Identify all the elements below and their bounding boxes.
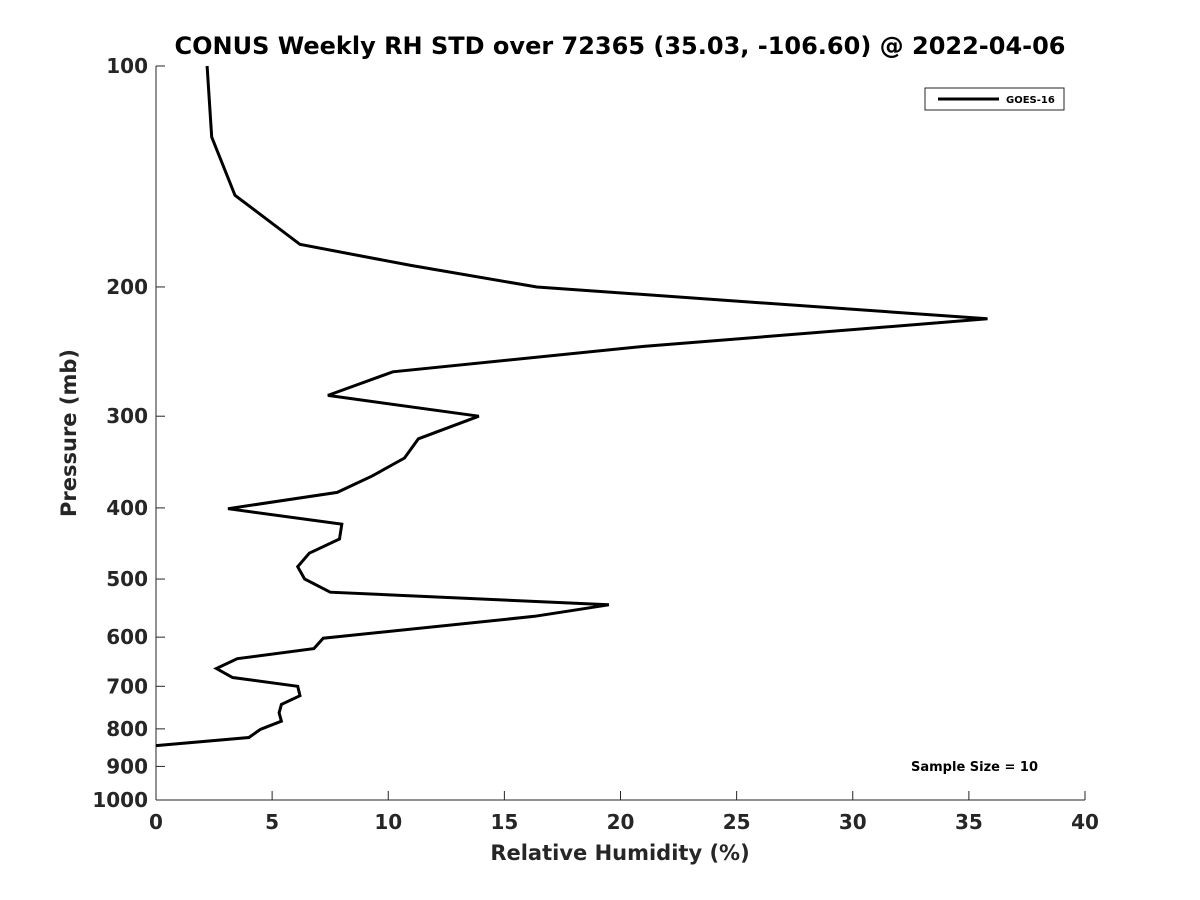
x-tick-label: 5	[265, 810, 279, 834]
x-tick-label: 10	[374, 810, 402, 834]
x-tick-label: 30	[839, 810, 867, 834]
axes	[155, 66, 1085, 801]
x-tick-label: 0	[149, 810, 163, 834]
chart-title: CONUS Weekly RH STD over 72365 (35.03, -…	[174, 32, 1065, 60]
y-tick-label: 200	[106, 275, 148, 299]
y-axis-label: Pressure (mb)	[57, 349, 81, 517]
ticks: 0 5 10 15 20 25 30 35 40 100 200 300 400 500 600 700 800…	[92, 54, 1099, 834]
y-tick-label: 600	[106, 625, 148, 649]
x-tick-label: 40	[1071, 810, 1099, 834]
y-tick-label: 900	[106, 754, 148, 778]
y-tick-label: 700	[106, 674, 148, 698]
x-tick-label: 20	[607, 810, 635, 834]
y-tick-label: 300	[106, 404, 148, 428]
x-tick-label: 25	[723, 810, 751, 834]
legend-label: GOES-16	[1006, 95, 1055, 106]
y-tick-label: 1000	[92, 788, 148, 812]
y-tick-label: 500	[106, 567, 148, 591]
x-tick-label: 35	[955, 810, 983, 834]
x-axis-label: Relative Humidity (%)	[490, 841, 749, 865]
series-line-goes-16	[155, 65, 988, 748]
y-tick-label: 100	[106, 54, 148, 78]
y-tick-label: 800	[106, 717, 148, 741]
y-tick-label: 400	[106, 496, 148, 520]
x-tick-label: 15	[490, 810, 518, 834]
legend: GOES-16	[924, 87, 1065, 111]
sample-size-annotation: Sample Size = 10	[911, 760, 1038, 775]
